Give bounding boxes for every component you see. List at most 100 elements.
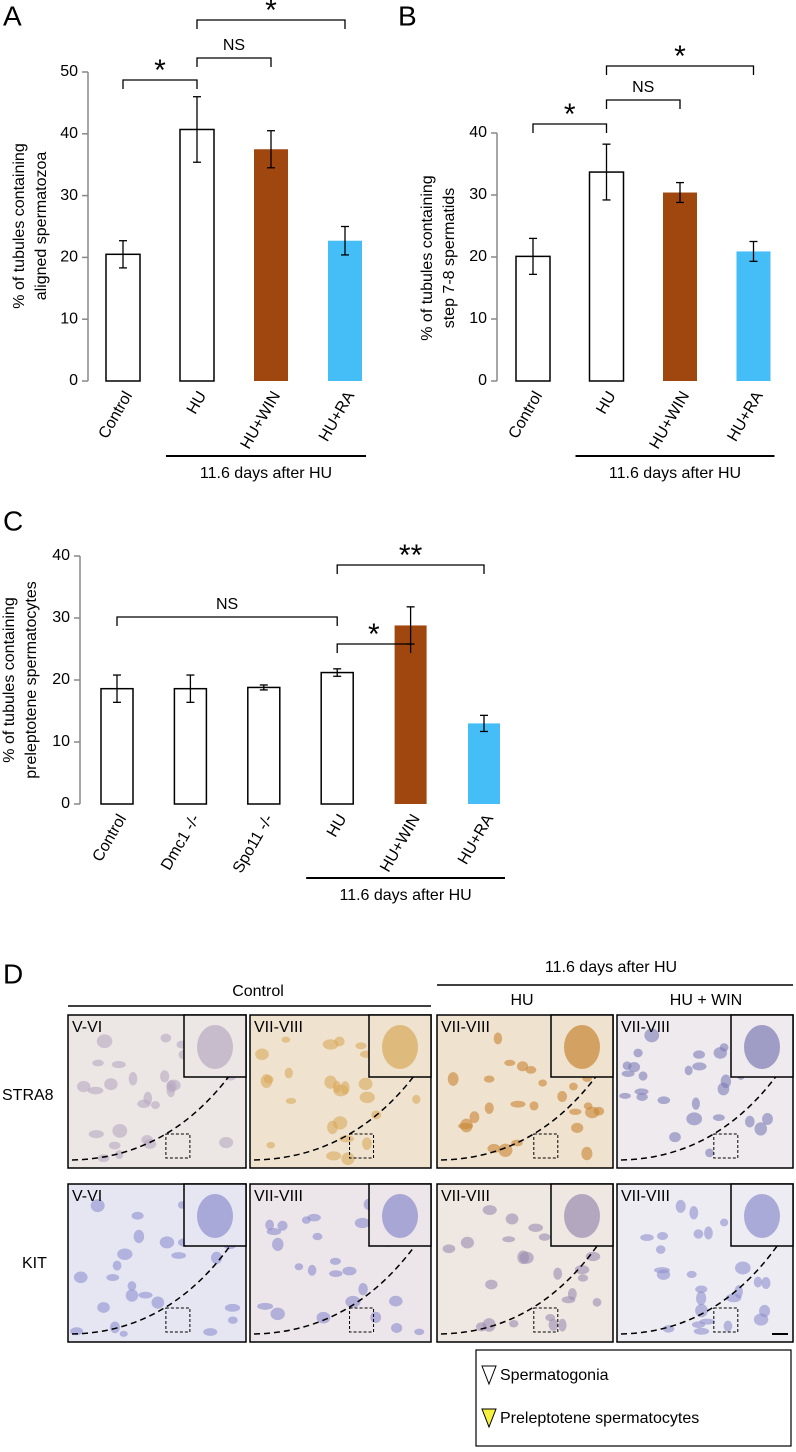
- cell: [255, 1048, 269, 1061]
- inset-cell: [744, 1194, 780, 1238]
- cell: [137, 1099, 151, 1108]
- cell: [487, 1143, 501, 1154]
- cell: [482, 1205, 497, 1216]
- cell: [112, 1123, 128, 1138]
- basement-membrane: [253, 1060, 426, 1161]
- cell: [593, 1106, 605, 1116]
- x-tick-label: HU: [593, 389, 619, 418]
- cell: [312, 1232, 323, 1241]
- cell: [504, 1059, 516, 1067]
- cell: [389, 1295, 403, 1307]
- x-tick-label: HU+RA: [725, 388, 767, 444]
- cell: [73, 1271, 88, 1284]
- cell: [745, 1115, 755, 1128]
- y-axis-label: % of tubules containing: [1, 597, 18, 762]
- cell: [329, 1270, 343, 1278]
- cell: [753, 1276, 763, 1288]
- cell: [171, 1252, 187, 1259]
- y-tick-label: 30: [60, 187, 78, 204]
- cell: [704, 1226, 713, 1240]
- panel-label: A: [3, 0, 22, 31]
- cell: [307, 1264, 317, 1276]
- bar: [254, 149, 288, 381]
- x-tick-label: HU+WIN: [377, 812, 424, 876]
- cell: [571, 1122, 584, 1134]
- cell: [257, 1302, 274, 1310]
- cell: [553, 1267, 563, 1280]
- basement-membrane: [71, 1230, 241, 1335]
- cell: [125, 1289, 139, 1302]
- cell: [705, 1148, 714, 1158]
- cell: [109, 1321, 120, 1334]
- significance-label: *: [564, 98, 576, 131]
- significance-label: *: [265, 0, 277, 27]
- cell: [735, 1261, 751, 1275]
- cell: [754, 1122, 768, 1136]
- cell: [362, 1137, 372, 1151]
- y-tick-label: 20: [60, 249, 78, 266]
- cell: [561, 1296, 576, 1304]
- cell: [695, 1285, 708, 1294]
- y-axis-label: % of tubules containing: [11, 143, 28, 308]
- cell: [548, 1318, 559, 1331]
- cell: [345, 1295, 361, 1308]
- cell: [151, 1296, 165, 1309]
- x-tick-label: HU+RA: [455, 811, 497, 867]
- inset-box: [349, 1307, 375, 1333]
- significance-bracket: [196, 19, 346, 29]
- panel-label: C: [3, 505, 23, 536]
- cell: [712, 1114, 725, 1121]
- significance-label: *: [154, 54, 166, 87]
- cell: [640, 1234, 654, 1242]
- cell: [117, 1248, 133, 1260]
- y-tick-label: 0: [69, 372, 78, 389]
- inset-cell: [564, 1194, 600, 1238]
- y-axis-label: step 7-8 spermatids: [441, 188, 458, 329]
- inset-box: [713, 1133, 739, 1159]
- cell: [634, 1088, 649, 1095]
- cell: [90, 1199, 105, 1213]
- bar: [320, 671, 354, 805]
- group-label: Control: [232, 983, 284, 1000]
- legend-marker: [481, 1408, 497, 1429]
- cell: [655, 1245, 666, 1254]
- cell: [97, 1154, 110, 1163]
- cell: [160, 1033, 172, 1043]
- legend-marker: [481, 1365, 497, 1386]
- cell: [538, 1233, 551, 1241]
- cell: [138, 1291, 153, 1299]
- cell: [525, 1065, 537, 1074]
- cell: [675, 1199, 686, 1213]
- cell: [633, 1048, 643, 1058]
- cell: [284, 1067, 293, 1079]
- cell: [505, 1213, 519, 1225]
- cell: [285, 1097, 297, 1105]
- cell: [301, 1216, 311, 1224]
- cell: [723, 1320, 733, 1332]
- panel-label: B: [398, 0, 417, 31]
- cell: [354, 1217, 371, 1229]
- cell: [106, 1274, 120, 1282]
- bar: [515, 255, 551, 382]
- cell: [127, 1281, 137, 1291]
- inset-cell: [197, 1025, 233, 1069]
- legend-label: Spermatogonia: [500, 1367, 609, 1384]
- cell: [341, 1152, 355, 1166]
- cell: [585, 1251, 601, 1262]
- cell: [469, 1111, 480, 1124]
- cell: [621, 1070, 635, 1077]
- cell: [686, 1112, 703, 1126]
- y-axis-label: % of tubules containing: [419, 175, 436, 340]
- stage-label: V-VI: [72, 1188, 102, 1205]
- cell: [657, 1096, 671, 1105]
- cell: [502, 1236, 516, 1243]
- panel-label: D: [3, 958, 23, 989]
- significance-bracket: [336, 564, 485, 574]
- cell: [447, 1072, 459, 1086]
- bar: [100, 687, 134, 805]
- legend-box: [475, 1349, 792, 1447]
- cell: [485, 1279, 498, 1290]
- charts: A % of tubules containing aligned spermato…: [1, 0, 775, 904]
- cell: [726, 1293, 742, 1303]
- y-tick-label: 30: [469, 186, 487, 203]
